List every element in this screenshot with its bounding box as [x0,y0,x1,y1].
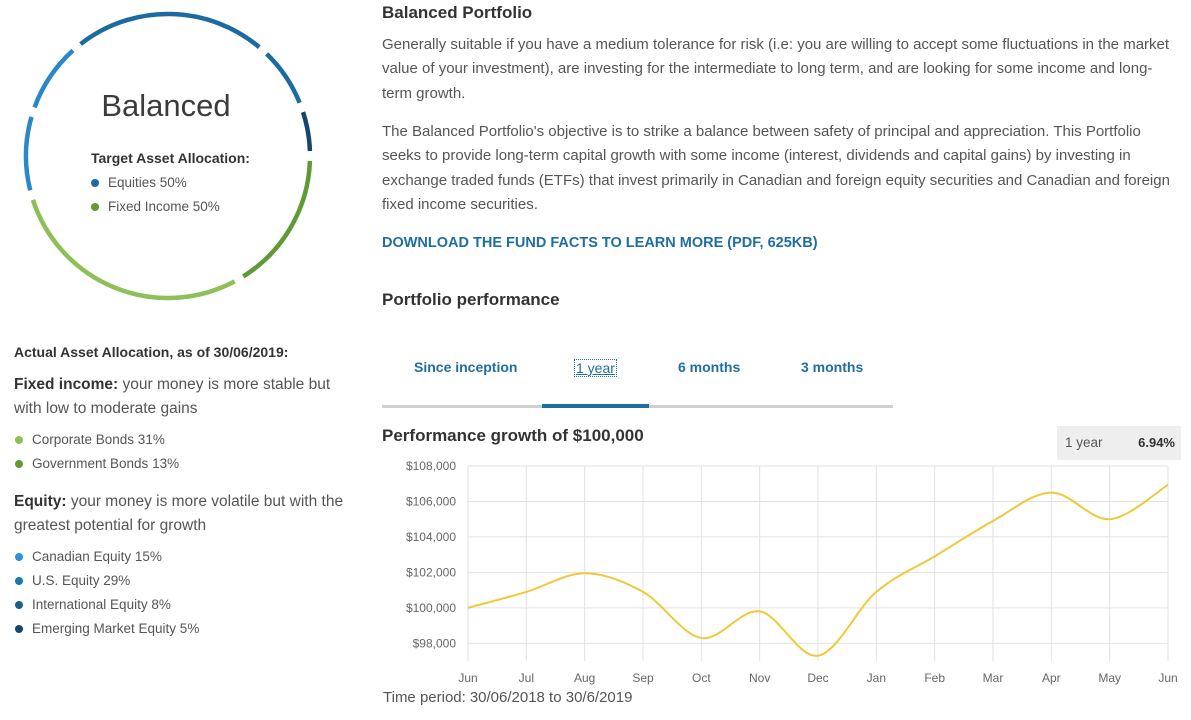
y-tick-label: $106,000 [406,494,456,508]
x-tick-label: Mar [983,671,1004,685]
x-tick-label: Dec [807,671,828,685]
x-tick-label: Jan [867,671,886,685]
x-tick-label: May [1098,671,1121,685]
ring-segment-international-equity [265,52,302,104]
alloc-item-canadian-equity: Canadian Equity 15% [15,549,162,564]
x-tick-label: Jun [1158,671,1177,685]
alloc-item-international-equity: International Equity 8% [15,597,171,612]
legend-dot [15,435,23,444]
time-period-label: Time period: [383,689,466,706]
legend-dot [15,624,23,633]
data-point [523,589,529,595]
time-period: Time period: 30/06/2018 to 30/6/2019 [383,689,636,706]
y-tick-label: $100,000 [406,601,456,615]
data-point [815,653,821,659]
return-period-label: 1 year [1065,435,1103,450]
target-item-label: Fixed Income 50% [108,199,220,214]
target-allocation-heading: Target Asset Allocation: [91,150,250,166]
fixed-income-desc: your money is more stable but with low t… [14,376,331,417]
y-tick-label: $108,000 [406,459,456,473]
performance-tabs: Since inception 1 year 6 months 3 months [382,350,893,410]
alloc-item-label: International Equity 8% [32,597,171,612]
legend-dot [91,202,99,211]
x-tick-label: Aug [574,671,595,685]
data-point [698,635,704,641]
equity-description: Equity: your money is more volatile but … [14,490,354,538]
allocation-ring [23,11,313,301]
alloc-item-label: Corporate Bonds 31% [32,432,165,447]
tab-3-months[interactable]: 3 months [801,359,864,375]
equity-desc: your money is more volatile but with the… [14,493,344,534]
legend-dot [15,576,23,585]
alloc-item-label: Canadian Equity 15% [32,549,162,564]
fixed-income-label: Fixed income: [14,376,119,393]
data-point [873,589,879,595]
legend-dot [15,552,23,561]
return-value: 6.94% [1138,435,1175,450]
data-point [990,518,996,524]
x-tick-label: Nov [749,671,770,685]
x-tick-label: Jul [519,671,534,685]
ring-segment-canadian-equity-2 [23,116,34,191]
y-tick-label: $98,000 [413,636,457,650]
alloc-item-us-equity: U.S. Equity 29% [15,573,130,588]
data-point [757,608,763,614]
data-point [640,589,646,595]
fixed-income-description: Fixed income: your money is more stable … [14,373,354,421]
y-tick-label: $102,000 [406,565,456,579]
x-tick-label: Sep [632,671,654,685]
legend-dot [15,459,23,468]
performance-title: Portfolio performance [382,290,560,309]
actual-allocation-heading: Actual Asset Allocation, as of 30/06/201… [14,344,289,360]
alloc-item-emerging-market-equity: Emerging Market Equity 5% [15,621,199,636]
portfolio-name: Balanced [101,88,231,123]
tab-6-months[interactable]: 6 months [678,359,741,375]
data-point [1165,482,1171,488]
active-tab-indicator [542,404,649,408]
target-item-fixed-income: Fixed Income 50% [91,199,220,214]
x-tick-label: Feb [924,671,945,685]
performance-chart: $98,000 $100,000 $102,000 $104,000 $106,000 $… [406,459,1178,685]
target-item-label: Equities 50% [108,175,187,190]
legend-dot [15,600,23,609]
ring-segment-corporate-bonds [30,199,236,301]
portfolio-objective: The Balanced Portfolio's objective is to… [382,123,1170,213]
download-fund-facts-link[interactable]: DOWNLOAD THE FUND FACTS TO LEARN MORE (P… [382,235,818,251]
x-tick-label: Jun [458,671,477,685]
ring-segment-us-equity [79,11,261,49]
equity-label: Equity: [14,493,67,510]
ring-segment-canadian-equity [32,48,75,109]
target-item-equities: Equities 50% [91,175,187,190]
portfolio-summary: Generally suitable if you have a medium … [382,36,1170,102]
data-point [1048,490,1054,496]
chart-title: Performance growth of $100,000 [382,426,644,445]
alloc-item-government-bonds: Government Bonds 13% [15,456,179,471]
alloc-item-corporate-bonds: Corporate Bonds 31% [15,432,165,447]
alloc-item-label: U.S. Equity 29% [32,573,131,588]
alloc-item-label: Emerging Market Equity 5% [32,621,200,636]
ring-segment-government-bonds [242,160,313,279]
tab-1-year[interactable]: 1 year [574,359,617,377]
data-point [582,570,588,576]
x-tick-label: Apr [1042,671,1061,685]
tab-since-inception[interactable]: Since inception [414,359,518,375]
x-tick-label: Oct [692,671,711,685]
time-period-value: 30/06/2018 to 30/6/2019 [469,689,633,706]
alloc-item-label: Government Bonds 13% [32,456,180,471]
data-point [465,605,471,611]
legend-dot [91,178,99,187]
series-line [467,483,1169,657]
data-point [1107,516,1113,522]
ring-segment-emerging-equity [300,111,313,152]
portfolio-title: Balanced Portfolio [382,3,533,22]
data-point [932,553,938,559]
y-tick-label: $104,000 [406,530,456,544]
return-badge: 1 year 6.94% [1057,426,1181,460]
